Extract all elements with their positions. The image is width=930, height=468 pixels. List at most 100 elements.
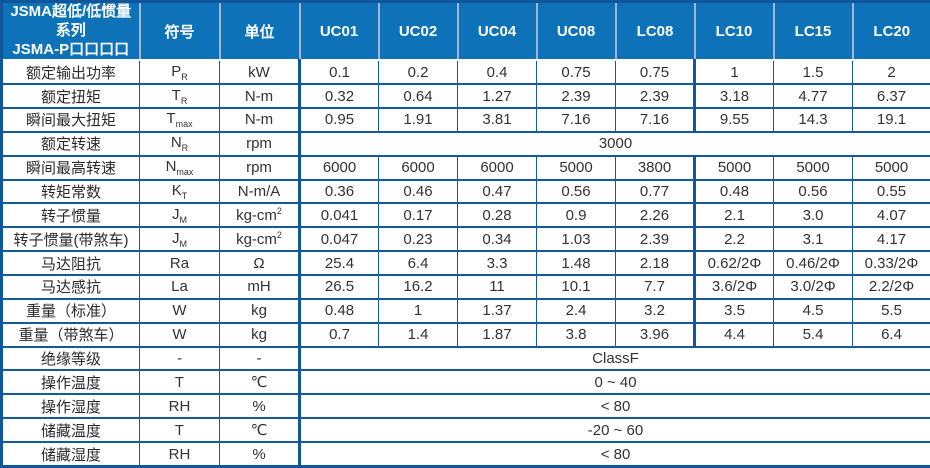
- model-header-uc04: UC04: [456, 1, 537, 62]
- cell-value: 3.0/2Φ: [773, 273, 853, 299]
- cell-value: 4.17: [852, 226, 930, 252]
- cell-value: 6.37: [852, 83, 930, 108]
- model-header-uc01: UC01: [298, 1, 379, 62]
- cell-value: 0.33/2Φ: [852, 250, 930, 275]
- row-symbol: RH: [139, 393, 220, 419]
- cell-value: 0.047: [298, 226, 379, 252]
- cell-value: 2.39: [615, 226, 695, 252]
- model-header-lc15: LC15: [772, 1, 853, 62]
- row-symbol: NR: [139, 130, 220, 156]
- table-row: 转子惯量(带煞车) JM kg-cm2 0.047 0.23 0.34 1.03…: [1, 226, 930, 252]
- cell-value: 5.5: [852, 297, 930, 323]
- row-label: 额定输出功率: [1, 59, 140, 85]
- cell-value: 3.3: [457, 250, 537, 275]
- cell-value: 2.1: [693, 202, 774, 228]
- model-header-lc08: LC08: [614, 1, 695, 62]
- cell-value: 0.46/2Φ: [773, 250, 853, 275]
- row-symbol: W: [139, 297, 220, 323]
- row-label: 马达阻抗: [1, 250, 140, 275]
- cell-value: 14.3: [773, 106, 853, 132]
- row-unit: -: [219, 345, 300, 371]
- cell-value: 6.4: [378, 250, 458, 275]
- table-row: 操作湿度 RH % < 80: [1, 393, 930, 419]
- cell-span-value: < 80: [298, 441, 930, 467]
- cell-value: 3.1: [773, 226, 853, 252]
- row-symbol: La: [139, 273, 220, 299]
- cell-value: 4.07: [852, 202, 930, 228]
- row-symbol: W: [139, 321, 220, 347]
- cell-value: 0.9: [536, 202, 616, 228]
- row-label: 额定转速: [1, 130, 140, 156]
- cell-value: 0.56: [773, 178, 853, 204]
- row-symbol: Nmax: [139, 154, 220, 180]
- cell-span-value: < 80: [298, 393, 930, 419]
- cell-value: 7.7: [615, 273, 695, 299]
- cell-value: 11: [457, 273, 537, 299]
- row-unit: ℃: [219, 369, 300, 395]
- table-row: 储藏温度 T ℃ -20 ~ 60: [1, 417, 930, 442]
- row-unit: kg-cm2: [219, 226, 300, 252]
- cell-value: 1.4: [378, 321, 458, 347]
- cell-value: 16.2: [378, 273, 458, 299]
- row-unit: mH: [219, 273, 300, 299]
- cell-value: 3.6/2Φ: [693, 273, 774, 299]
- row-symbol: Tmax: [139, 106, 220, 132]
- table-row: 瞬间最大扭矩 Tmax N-m 0.95 1.91 3.81 7.16 7.16…: [1, 106, 930, 132]
- row-symbol: PR: [139, 59, 220, 85]
- cell-value: 0.7: [298, 321, 379, 347]
- row-symbol: JM: [139, 226, 220, 252]
- cell-value: 0.48: [693, 178, 774, 204]
- row-unit: N-m/A: [219, 178, 300, 204]
- cell-value: 3800: [615, 154, 695, 180]
- cell-value: 6000: [378, 154, 458, 180]
- row-symbol: RH: [139, 441, 220, 467]
- row-symbol: KT: [139, 178, 220, 204]
- cell-value: 6000: [298, 154, 379, 180]
- cell-value: 0.75: [615, 59, 695, 85]
- row-unit: %: [219, 393, 300, 419]
- cell-value: 2: [852, 59, 930, 85]
- cell-value: 10.1: [536, 273, 616, 299]
- cell-value: 19.1: [852, 106, 930, 132]
- cell-span-value: ClassF: [298, 345, 930, 371]
- row-unit: Ω: [219, 250, 300, 275]
- cell-value: 0.28: [457, 202, 537, 228]
- cell-value: 7.16: [536, 106, 616, 132]
- row-label: 储藏湿度: [1, 441, 140, 467]
- cell-value: 0.2: [378, 59, 458, 85]
- cell-value: 3.0: [773, 202, 853, 228]
- table-row: 马达阻抗 Ra Ω 25.4 6.4 3.3 1.48 2.18 0.62/2Φ…: [1, 250, 930, 275]
- cell-value: 25.4: [298, 250, 379, 275]
- table-title-line1: JSMA超低/低惯量系列: [10, 3, 132, 39]
- row-unit: kg: [219, 321, 300, 347]
- row-unit: rpm: [219, 130, 300, 156]
- cell-value: 6000: [457, 154, 537, 180]
- cell-value: 1.87: [457, 321, 537, 347]
- cell-value: 1.5: [773, 59, 853, 85]
- row-label: 储藏温度: [1, 417, 140, 442]
- cell-value: 0.48: [298, 297, 379, 323]
- cell-value: 5000: [536, 154, 616, 180]
- row-unit: kg: [219, 297, 300, 323]
- row-label: 转子惯量: [1, 202, 140, 228]
- cell-value: 0.1: [298, 59, 379, 85]
- row-unit: N-m: [219, 83, 300, 108]
- cell-value: 3.8: [536, 321, 616, 347]
- table-row: 重量（带煞车） W kg 0.7 1.4 1.87 3.8 3.96 4.4 5…: [1, 321, 930, 347]
- row-label: 操作温度: [1, 369, 140, 395]
- cell-value: 0.62/2Φ: [693, 250, 774, 275]
- cell-value: 0.55: [852, 178, 930, 204]
- cell-value: 3.81: [457, 106, 537, 132]
- cell-value: 5.4: [773, 321, 853, 347]
- cell-value: 1.37: [457, 297, 537, 323]
- cell-value: 0.95: [298, 106, 379, 132]
- row-label: 瞬间最高转速: [1, 154, 140, 180]
- table-row: 绝缘等级 - - ClassF: [1, 345, 930, 371]
- cell-value: 0.47: [457, 178, 537, 204]
- row-label: 绝缘等级: [1, 345, 140, 371]
- cell-value: 1.91: [378, 106, 458, 132]
- cell-value: 4.77: [773, 83, 853, 108]
- cell-value: 0.56: [536, 178, 616, 204]
